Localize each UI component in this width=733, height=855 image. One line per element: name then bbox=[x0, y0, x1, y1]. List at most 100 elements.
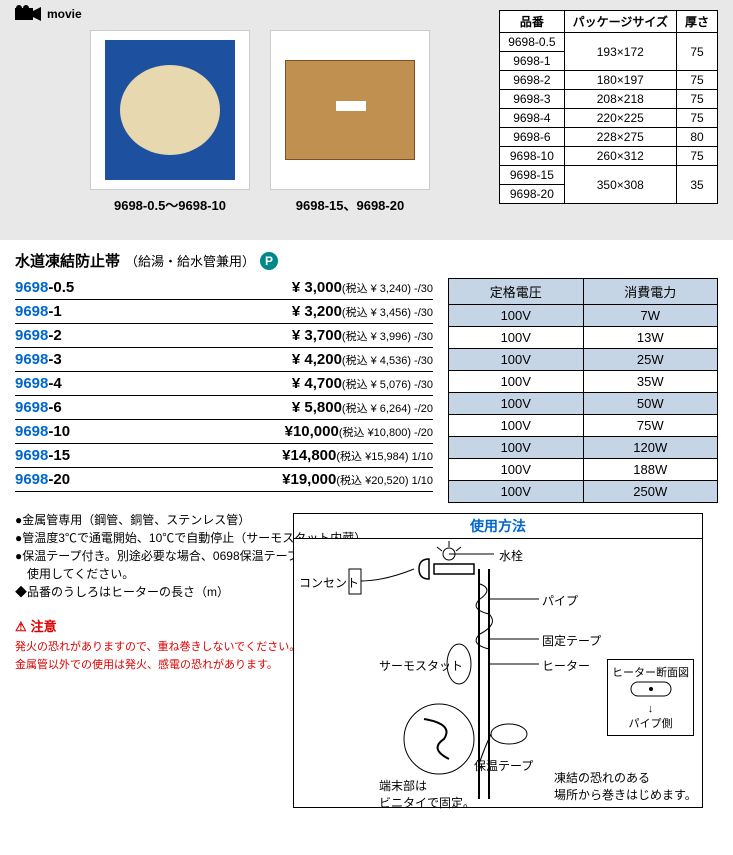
product-caption-1: 9698-0.5～9698-10 bbox=[90, 195, 250, 214]
spec-cell: 100V bbox=[449, 327, 584, 349]
pkg-cell: 350×308 bbox=[564, 166, 676, 204]
spec-cell: 100V bbox=[449, 393, 584, 415]
cross-title: ヒーター断面図 bbox=[612, 664, 689, 680]
pkg-header-thick: 厚さ bbox=[676, 11, 717, 33]
price-tax: (税込 ¥15,984) 1/10 bbox=[336, 451, 433, 463]
price-row: 9698-0.5¥ 3,000(税込 ¥ 3,240) -/30 bbox=[15, 276, 433, 300]
spec-cell: 50W bbox=[583, 393, 718, 415]
spec-cell: 188W bbox=[583, 459, 718, 481]
p-badge: P bbox=[260, 252, 278, 270]
warning-box: 注意 発火の恐れがありますので、重ね巻きしないでください。金属管以外での使用は発… bbox=[15, 616, 305, 674]
pkg-cell: 193×172 bbox=[564, 33, 676, 71]
product-block-1: 9698-0.5～9698-10 bbox=[90, 30, 250, 214]
price-tax: (税込 ¥20,520) 1/10 bbox=[336, 475, 433, 487]
label-heater: ヒーター bbox=[542, 657, 590, 674]
price-row: 9698-10 ¥10,000(税込 ¥10,800) -/20 bbox=[15, 420, 433, 444]
label-terminal: 端末部は ビニタイで固定。 bbox=[379, 777, 475, 811]
price-main: ¥10,000 bbox=[285, 423, 339, 440]
pkg-cell: 9698-6 bbox=[500, 128, 564, 147]
sku-prefix: 9698 bbox=[15, 351, 48, 368]
pkg-cell: 9698-1 bbox=[500, 52, 564, 71]
sku-suffix: -20 bbox=[48, 471, 70, 488]
cross-side: パイプ側 bbox=[612, 715, 689, 731]
price-tax: (税込 ¥ 5,076) -/30 bbox=[342, 379, 433, 391]
price-row: 9698-15¥14,800(税込 ¥15,984) 1/10 bbox=[15, 444, 433, 468]
spec-cell: 100V bbox=[449, 305, 584, 327]
price-tax: (税込 ¥ 4,536) -/30 bbox=[342, 355, 433, 367]
spec-table: 定格電圧 消費電力 100V7W100V13W100V25W100V35W100… bbox=[448, 278, 718, 503]
camera-icon bbox=[15, 5, 43, 23]
product-caption-2: 9698-15、9698-20 bbox=[270, 195, 430, 214]
spec-cell: 100V bbox=[449, 415, 584, 437]
spec-header-voltage: 定格電圧 bbox=[449, 279, 584, 305]
price-tax: (税込 ¥ 3,996) -/30 bbox=[342, 331, 433, 343]
sku-suffix: -15 bbox=[48, 447, 70, 464]
price-tax: (税込 ¥ 6,264) -/20 bbox=[342, 403, 433, 415]
label-insulation: 保温テープ bbox=[474, 757, 533, 774]
usage-diagram: 使用方法 bbox=[293, 513, 703, 808]
price-main: ¥ 3,000 bbox=[292, 279, 342, 296]
pkg-cell: 75 bbox=[676, 147, 717, 166]
price-tax: (税込 ¥ 3,240) -/30 bbox=[342, 283, 433, 295]
price-list: 9698-0.5¥ 3,000(税込 ¥ 3,240) -/309698-1¥ … bbox=[15, 276, 433, 503]
price-main: ¥ 5,800 bbox=[292, 399, 342, 416]
sku-suffix: -10 bbox=[48, 423, 70, 440]
diagram-box: コンセント 水栓 パイプ サーモスタット 固定テープ ヒーター 保温テープ 端末… bbox=[293, 538, 703, 808]
pkg-cell: 9698-0.5 bbox=[500, 33, 564, 52]
spec-cell: 100V bbox=[449, 349, 584, 371]
spec-cell: 100V bbox=[449, 481, 584, 503]
spec-cell: 100V bbox=[449, 459, 584, 481]
label-freeze: 凍結の恐れのある 場所から巻きはじめます。 bbox=[554, 769, 697, 803]
pkg-cell: 220×225 bbox=[564, 109, 676, 128]
pkg-cell: 35 bbox=[676, 166, 717, 204]
price-row: 9698-3¥ 4,200(税込 ¥ 4,536) -/30 bbox=[15, 348, 433, 372]
label-outlet: コンセント bbox=[299, 574, 359, 591]
price-row: 9698-1¥ 3,200(税込 ¥ 3,456) -/30 bbox=[15, 300, 433, 324]
pkg-cell: 75 bbox=[676, 71, 717, 90]
pkg-cell: 75 bbox=[676, 109, 717, 128]
spec-cell: 7W bbox=[583, 305, 718, 327]
sku-suffix: -0.5 bbox=[48, 279, 74, 296]
label-thermostat: サーモスタット bbox=[379, 657, 463, 674]
product-title-row: 水道凍結防止帯 （給湯・給水管兼用） P bbox=[15, 250, 718, 271]
price-row: 9698-4¥ 4,700(税込 ¥ 5,076) -/30 bbox=[15, 372, 433, 396]
sku-suffix: -1 bbox=[48, 303, 61, 320]
diagram-title: 使用方法 bbox=[293, 513, 703, 538]
pkg-cell: 9698-2 bbox=[500, 71, 564, 90]
pkg-cell: 260×312 bbox=[564, 147, 676, 166]
spec-cell: 250W bbox=[583, 481, 718, 503]
label-faucet: 水栓 bbox=[499, 547, 523, 564]
spec-cell: 100V bbox=[449, 437, 584, 459]
pkg-cell: 9698-20 bbox=[500, 185, 564, 204]
spec-cell: 100V bbox=[449, 371, 584, 393]
label-fixing-tape: 固定テープ bbox=[542, 632, 601, 649]
sku-suffix: -4 bbox=[48, 375, 61, 392]
warning-text: 発火の恐れがありますので、重ね巻きしないでください。金属管以外での使用は発火、感… bbox=[15, 639, 305, 674]
pkg-cell: 9698-3 bbox=[500, 90, 564, 109]
pkg-header-sku: 品番 bbox=[500, 11, 564, 33]
price-main: ¥ 3,200 bbox=[292, 303, 342, 320]
pkg-cell: 228×275 bbox=[564, 128, 676, 147]
spec-cell: 25W bbox=[583, 349, 718, 371]
product-title: 水道凍結防止帯 bbox=[15, 250, 120, 271]
spec-cell: 13W bbox=[583, 327, 718, 349]
pkg-cell: 9698-15 bbox=[500, 166, 564, 185]
sku-prefix: 9698 bbox=[15, 471, 48, 488]
spec-cell: 75W bbox=[583, 415, 718, 437]
cross-section-box: ヒーター断面図 ↓ パイプ側 bbox=[607, 659, 694, 736]
product-image-1 bbox=[90, 30, 250, 190]
pkg-cell: 180×197 bbox=[564, 71, 676, 90]
price-row: 9698-6¥ 5,800(税込 ¥ 6,264) -/20 bbox=[15, 396, 433, 420]
movie-badge: movie bbox=[15, 5, 82, 23]
price-row: 9698-2¥ 3,700(税込 ¥ 3,996) -/30 bbox=[15, 324, 433, 348]
product-block-2: 9698-15、9698-20 bbox=[270, 30, 430, 214]
package-size-table: 品番 パッケージサイズ 厚さ 9698-0.5193×17275 9698-1 … bbox=[499, 10, 718, 204]
pkg-cell: 9698-10 bbox=[500, 147, 564, 166]
sku-prefix: 9698 bbox=[15, 327, 48, 344]
sku-suffix: -2 bbox=[48, 327, 61, 344]
pkg-cell: 75 bbox=[676, 90, 717, 109]
price-tax: (税込 ¥10,800) -/20 bbox=[339, 427, 433, 439]
sku-prefix: 9698 bbox=[15, 423, 48, 440]
pkg-cell: 75 bbox=[676, 33, 717, 71]
warning-line: 金属管以外での使用は発火、感電の恐れがあります。 bbox=[15, 657, 305, 675]
